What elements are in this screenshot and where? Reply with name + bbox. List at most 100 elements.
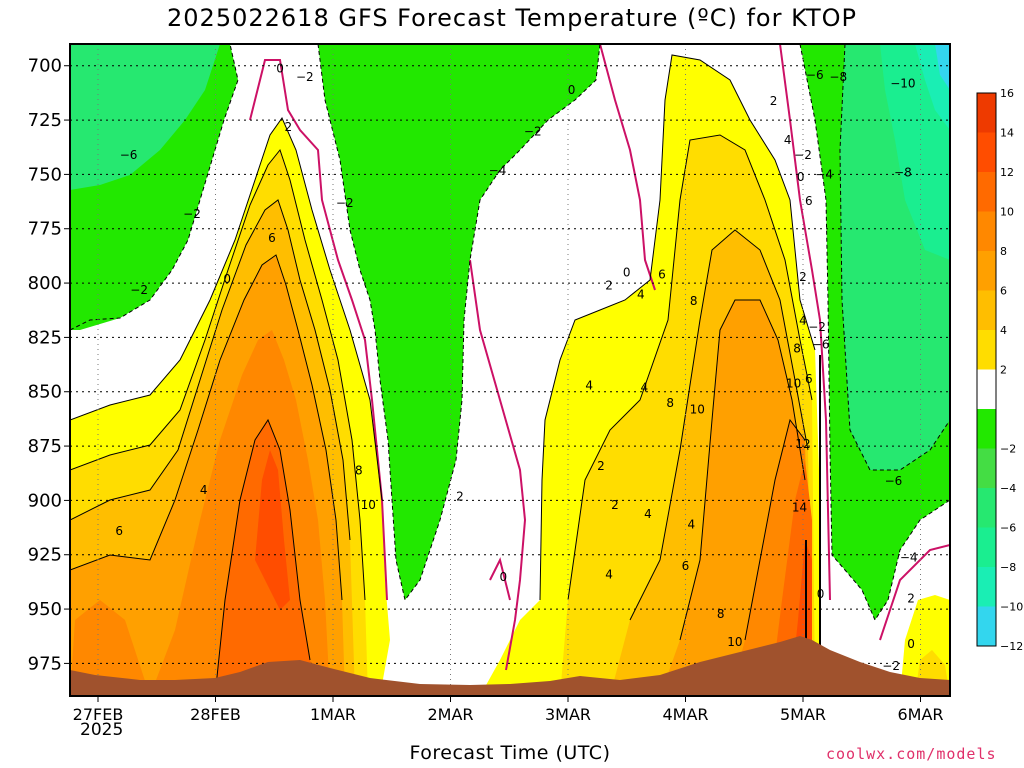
y-tick-label: 700 [28, 56, 62, 77]
contour-label: 4 [200, 483, 208, 497]
y-tick-label: 750 [28, 164, 62, 185]
contour-label: −4 [900, 550, 918, 564]
contour-label: 6 [805, 194, 813, 208]
x-tick-label: 4MAR [662, 705, 708, 724]
colorbar-tick-label: 2 [1000, 364, 1007, 377]
colorbar-tick-label: 8 [1000, 245, 1007, 258]
contour-label: 6 [682, 559, 690, 573]
colorbar-band [977, 527, 996, 567]
contour-label: 8 [666, 396, 674, 410]
y-tick-label: 875 [28, 436, 62, 457]
colorbar: 16 14 12 10 8 6 4 2 −2 −4 −6 −8 −10 −12 [976, 87, 1023, 653]
contour-label: 4 [585, 379, 593, 393]
y-tick-label: 850 [28, 382, 62, 403]
contour-label: 10 [727, 635, 742, 649]
x-axis-label: Forecast Time (UTC) [409, 742, 611, 764]
contour-label: 8 [717, 607, 725, 621]
colorbar-tick-label: 16 [1000, 87, 1014, 100]
credit-link[interactable]: coolwx.com/models [826, 745, 997, 763]
colorbar-band [977, 93, 996, 133]
contour-label: 8 [355, 463, 363, 477]
contour-label: 4 [784, 133, 792, 147]
contour-label: 2 [770, 94, 778, 108]
plot-frame [69, 43, 951, 697]
colorbar-tick-label: −4 [1000, 482, 1016, 495]
colorbar-tick-label: −6 [1000, 522, 1016, 535]
contour-label: −8 [829, 70, 847, 84]
terrain [70, 636, 950, 696]
contour-label: 0 [623, 266, 631, 280]
colorbar-tick-label: −2 [1000, 443, 1016, 456]
y-tick-label: 725 [28, 110, 62, 131]
x-tick-label: 3MAR [545, 705, 591, 724]
contour-label: 2 [907, 592, 915, 606]
contour-label: 12 [795, 437, 810, 451]
contour-label: −2 [882, 659, 900, 673]
y-tick-label: 925 [28, 545, 62, 566]
contour-label: 4 [641, 381, 649, 395]
contour-label: −10 [890, 76, 915, 90]
x-tick-label: 1MAR [310, 705, 356, 724]
contour-label: −6 [885, 474, 903, 488]
contour-label: 6 [268, 231, 276, 245]
cold-region-west-core [70, 44, 220, 190]
chart-title: 2025022618 GFS Forecast Temperature (ºC)… [167, 4, 857, 32]
colorbar-band [977, 409, 996, 449]
freezing-line-mid [599, 44, 656, 291]
y-tick-label: 975 [28, 653, 62, 674]
contour-label: 2 [611, 498, 619, 512]
cold-region-center [318, 44, 600, 600]
contour-label: −2 [183, 207, 201, 221]
colorbar-band [977, 448, 996, 488]
contour-label: 6 [658, 268, 666, 282]
x-tick-label: 2MAR [427, 705, 473, 724]
contour-label: 10 [786, 376, 801, 390]
contour-warm-right-lines [539, 54, 816, 641]
colorbar-band [977, 211, 996, 251]
freezing-line-center [469, 259, 527, 671]
contour-label: 0 [276, 61, 284, 75]
contour-label: 6 [805, 372, 813, 386]
contour-label: −2 [296, 70, 314, 84]
contour-label: 4 [637, 287, 645, 301]
contour-label: 10 [361, 498, 376, 512]
y-tick-label: 800 [28, 273, 62, 294]
y-tick-label: 775 [28, 219, 62, 240]
contour-label: −6 [812, 337, 830, 351]
contour-label: 8 [793, 342, 801, 356]
colorbar-band [977, 132, 996, 172]
y-axis: 700 725 750 775 800 825 850 875 900 925 950 975 [28, 56, 70, 674]
contour-label: −4 [815, 168, 833, 182]
contour-label: 14 [792, 500, 807, 514]
contour-label: 4 [688, 518, 696, 532]
contour-label: 0 [817, 587, 825, 601]
warm-region-left-14 [255, 450, 290, 610]
year-label: 2025 [80, 720, 124, 740]
colorbar-band [977, 251, 996, 291]
contour-label: −2 [524, 124, 542, 138]
colorbar-band [977, 330, 996, 370]
colorbar-tick-label: −10 [1000, 601, 1023, 614]
contour-label: 2 [285, 120, 293, 134]
cold-region-east-extreme [935, 44, 950, 90]
contour-label: 4 [644, 507, 652, 521]
x-tick-label: 28FEB [190, 705, 241, 724]
contour-label: −6 [120, 148, 138, 162]
contour-minus2-a [70, 44, 239, 331]
colorbar-band [977, 567, 996, 607]
colorbar-tick-label: 10 [1000, 206, 1014, 219]
colorbar-tick-label: 12 [1000, 166, 1014, 179]
colorbar-tick-label: −8 [1000, 561, 1016, 574]
colorbar-band [977, 488, 996, 528]
contour-label: 0 [223, 272, 231, 286]
colorbar-frame [976, 92, 997, 647]
contour-label: 2 [605, 279, 613, 293]
contour-label: 2 [456, 489, 464, 503]
y-tick-label: 900 [28, 490, 62, 511]
colorbar-band [977, 606, 996, 646]
contour-label: −2 [794, 148, 812, 162]
x-axis: 27FEB 28FEB 1MAR 2MAR 3MAR 4MAR 5MAR 6MAR [73, 696, 944, 724]
colorbar-tick-label: −12 [1000, 640, 1023, 653]
contour-minus6 [839, 44, 950, 471]
